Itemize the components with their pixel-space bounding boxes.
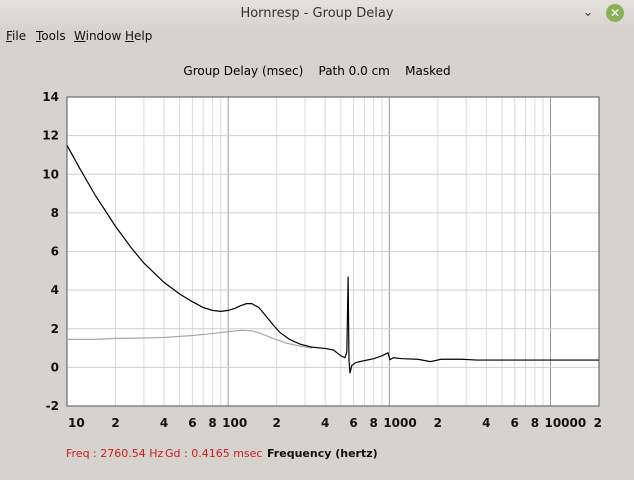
- x-tick-label: 2: [111, 416, 119, 430]
- y-tick-label: 0: [51, 360, 59, 374]
- x-tick-label: 4: [321, 416, 329, 430]
- x-tick-label: 2: [594, 416, 602, 430]
- x-tick-label: 10: [68, 416, 85, 430]
- y-tick-label: 14: [42, 90, 59, 104]
- plot-frame: [66, 96, 600, 407]
- y-tick-label: 6: [51, 245, 59, 259]
- x-tick-label: 10000: [544, 416, 586, 430]
- x-tick-label: 2: [434, 416, 442, 430]
- x-tick-label: 100: [222, 416, 247, 430]
- menu-help[interactable]: Help: [125, 29, 153, 43]
- series-line: [67, 329, 312, 349]
- x-tick-label: 6: [511, 416, 519, 430]
- y-tick-label: 10: [42, 167, 59, 181]
- freq-readout: Freq : 2760.54 Hz: [66, 447, 164, 460]
- x-tick-label: 1000: [383, 416, 416, 430]
- y-tick-label: 2: [51, 322, 59, 336]
- x-tick-label: 4: [160, 416, 168, 430]
- menu-bar: File Tools Window Help: [0, 27, 634, 47]
- y-tick-label: 12: [42, 129, 59, 143]
- close-button[interactable]: ✕: [606, 4, 624, 22]
- gd-readout: Gd : 0.4165 msec: [165, 447, 263, 460]
- y-tick-label: 8: [51, 206, 59, 220]
- x-axis-label: Frequency (hertz): [267, 447, 378, 460]
- x-tick-label: 8: [531, 416, 539, 430]
- menu-tools[interactable]: Tools: [36, 29, 66, 43]
- x-tick-label: 8: [208, 416, 216, 430]
- series-line: [66, 144, 599, 374]
- y-tick-label: -2: [46, 399, 59, 413]
- y-tick-label: 4: [51, 283, 59, 297]
- plot-title: Group Delay (msec) Path 0.0 cm Masked: [183, 64, 451, 78]
- title-bar[interactable]: Hornresp - Group Delay ⌄ ✕: [0, 0, 634, 27]
- x-tick-label: 4: [482, 416, 490, 430]
- minimize-button[interactable]: ⌄: [582, 5, 594, 20]
- x-tick-label: 2: [272, 416, 280, 430]
- menu-window[interactable]: Window: [74, 29, 122, 43]
- window-title: Hornresp - Group Delay: [240, 6, 394, 21]
- x-tick-label: 6: [188, 416, 196, 430]
- x-tick-label: 6: [349, 416, 357, 430]
- x-tick-label: 8: [370, 416, 378, 430]
- menu-file[interactable]: File: [6, 29, 27, 43]
